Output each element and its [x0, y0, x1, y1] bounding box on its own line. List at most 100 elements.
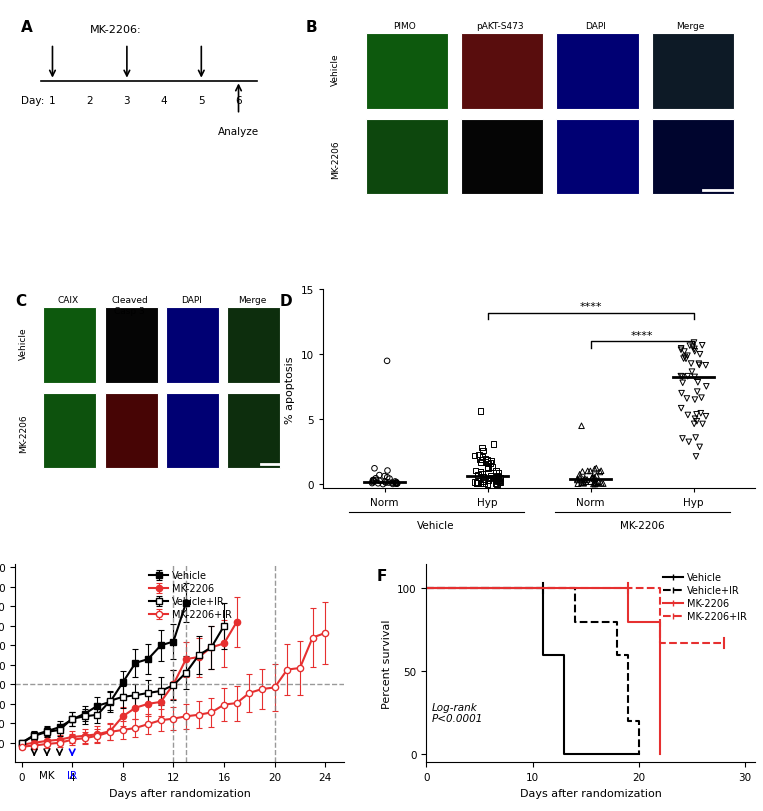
- Point: [373, 469, 385, 482]
- Text: MK-2206: MK-2206: [620, 520, 665, 530]
- Point: [473, 448, 485, 461]
- Point: [571, 473, 584, 486]
- Point: [574, 471, 586, 484]
- Point: [368, 475, 380, 488]
- Point: [695, 392, 707, 405]
- Point: [687, 341, 699, 354]
- Y-axis label: % apoptosis: % apoptosis: [285, 355, 295, 423]
- Point: [694, 359, 706, 372]
- Point: [686, 366, 698, 379]
- Point: [491, 470, 504, 483]
- Point: [492, 470, 504, 483]
- Point: [366, 476, 378, 489]
- Point: [676, 371, 688, 384]
- Point: [478, 477, 490, 490]
- Point: [475, 466, 487, 479]
- Point: [588, 472, 600, 485]
- Text: Log-rank
P<0.0001: Log-rank P<0.0001: [432, 702, 483, 723]
- Point: [597, 478, 610, 491]
- Point: [692, 376, 704, 389]
- Point: [486, 461, 498, 474]
- Point: [391, 478, 403, 491]
- Text: 5: 5: [198, 96, 204, 105]
- Text: DAPI: DAPI: [585, 22, 606, 31]
- Point: [481, 461, 494, 474]
- Point: [675, 387, 687, 400]
- Point: [591, 470, 603, 483]
- Point: [581, 474, 593, 487]
- Point: [674, 370, 687, 383]
- Point: [675, 342, 687, 355]
- Point: [476, 441, 488, 454]
- Point: [586, 472, 598, 485]
- Text: Vehicle: Vehicle: [331, 54, 340, 86]
- Legend: Vehicle, MK-2206, Vehicle+IR, MK-2206+IR: Vehicle, MK-2206, Vehicle+IR, MK-2206+IR: [145, 567, 236, 623]
- Point: [490, 473, 502, 486]
- Text: DAPI: DAPI: [181, 296, 201, 305]
- Y-axis label: Percent survival: Percent survival: [382, 619, 391, 708]
- Point: [490, 478, 502, 491]
- Point: [584, 465, 597, 478]
- Point: [475, 478, 487, 491]
- Point: [479, 456, 491, 469]
- Point: [575, 420, 588, 433]
- Point: [488, 438, 500, 451]
- Text: IR: IR: [67, 770, 77, 780]
- Text: ****: ****: [579, 303, 602, 312]
- Point: [471, 477, 483, 490]
- Point: [491, 478, 504, 491]
- Text: Merge: Merge: [676, 22, 705, 31]
- Point: [700, 410, 712, 423]
- Point: [574, 468, 586, 481]
- Point: [377, 478, 389, 491]
- Point: [477, 475, 489, 488]
- Point: [479, 453, 491, 466]
- Point: [493, 474, 505, 487]
- Point: [679, 351, 691, 364]
- Point: [589, 478, 601, 491]
- Point: [472, 469, 485, 482]
- Point: [693, 358, 705, 371]
- Text: Merge: Merge: [238, 296, 266, 305]
- Point: [594, 466, 606, 478]
- Point: [682, 409, 694, 422]
- Text: MK-2206: MK-2206: [19, 414, 28, 453]
- Point: [688, 371, 700, 384]
- Point: [588, 478, 600, 491]
- Point: [685, 358, 697, 371]
- Point: [485, 470, 497, 483]
- Point: [469, 476, 481, 489]
- Point: [580, 476, 592, 489]
- Point: [688, 418, 700, 431]
- Point: [578, 477, 590, 490]
- Point: [387, 478, 399, 491]
- Text: PIMO: PIMO: [394, 22, 417, 31]
- Point: [688, 343, 700, 356]
- Point: [477, 451, 489, 464]
- Text: Vehicle: Vehicle: [417, 520, 455, 530]
- Point: [475, 453, 488, 466]
- Point: [469, 464, 481, 477]
- Point: [690, 450, 702, 463]
- Point: [691, 409, 703, 422]
- Point: [490, 474, 502, 487]
- Point: [369, 472, 382, 485]
- Point: [578, 472, 591, 485]
- Point: [590, 477, 602, 490]
- Point: [678, 353, 690, 366]
- Point: [697, 418, 709, 431]
- Point: [575, 477, 588, 490]
- Point: [468, 449, 481, 462]
- Point: [578, 474, 591, 487]
- Point: [481, 457, 494, 470]
- Point: [577, 475, 589, 488]
- Text: D: D: [279, 294, 292, 309]
- Point: [492, 475, 504, 488]
- Point: [475, 456, 487, 469]
- Point: [367, 474, 379, 487]
- X-axis label: Days after randomization: Days after randomization: [109, 787, 251, 797]
- Point: [681, 371, 694, 384]
- Point: [571, 474, 584, 487]
- Point: [481, 454, 494, 467]
- Point: [595, 465, 607, 478]
